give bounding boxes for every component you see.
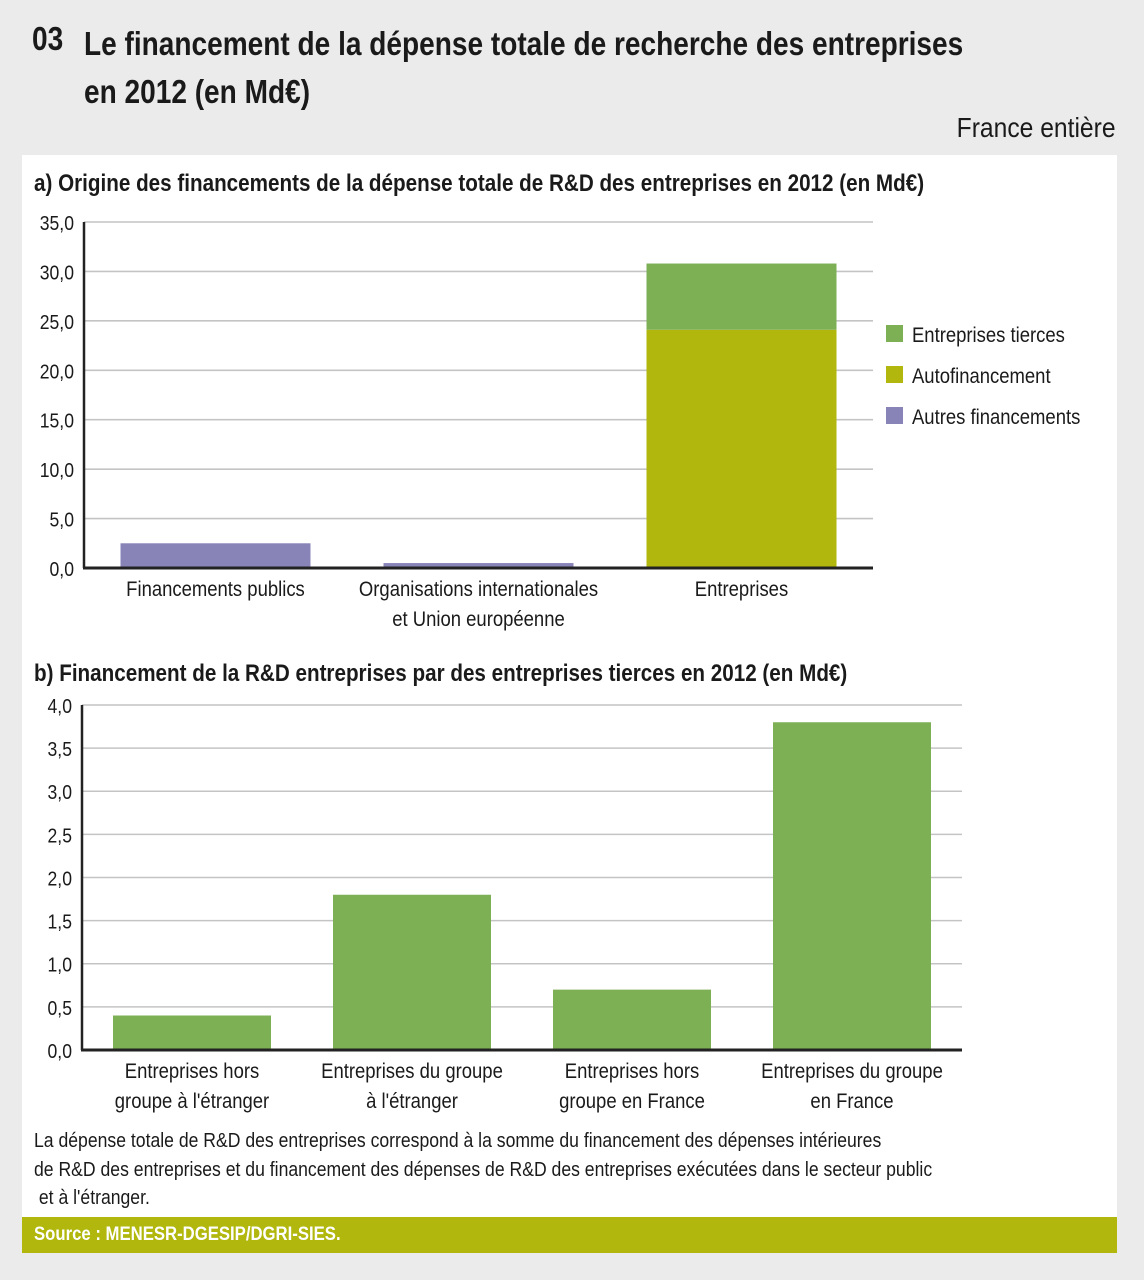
y-tick-label: 3,5 xyxy=(48,738,72,760)
legend-swatch xyxy=(886,325,903,342)
bar-autres-financements xyxy=(120,543,311,568)
bar xyxy=(113,1015,271,1050)
legend-swatch xyxy=(886,366,903,383)
x-category-label: Entreprises du groupe xyxy=(761,1060,943,1083)
x-category-label: Entreprises hors xyxy=(125,1060,260,1083)
y-tick-label: 5,0 xyxy=(50,509,74,531)
figure-title-line-1: Le financement de la dépense totale de r… xyxy=(84,25,964,62)
legend-label: Autres financements xyxy=(912,406,1080,429)
figure-number: 03 xyxy=(32,20,64,57)
y-tick-label: 2,5 xyxy=(48,824,72,846)
y-tick-label: 10,0 xyxy=(40,459,74,481)
x-category-label: Financements publics xyxy=(126,578,305,601)
y-tick-label: 15,0 xyxy=(40,410,74,432)
x-category-label: groupe en France xyxy=(559,1090,705,1113)
legend-swatch xyxy=(886,407,903,424)
x-category-label: en France xyxy=(810,1090,893,1113)
y-tick-label: 4,0 xyxy=(48,695,72,717)
chart-a: 0,0 5,0 10,0 15,0 20,0 25,0 30,0 35,0 Financemen… xyxy=(40,212,1081,631)
figure-title-line-2: en 2012 (en Md€) xyxy=(84,73,311,110)
bar xyxy=(553,989,711,1050)
chart-b: 0,0 0,5 1,0 1,5 2,0 2,5 3,0 3,5 4,0 Entreprises h… xyxy=(48,695,962,1113)
x-category-label: et Union européenne xyxy=(392,608,565,631)
x-category-label: groupe à l'étranger xyxy=(115,1090,270,1113)
geographic-scope: France entière xyxy=(957,112,1116,143)
legend-label: Autofinancement xyxy=(912,365,1051,388)
y-tick-label: 0,0 xyxy=(48,1040,72,1062)
x-category-label: à l'étranger xyxy=(366,1090,458,1113)
y-tick-label: 20,0 xyxy=(40,360,74,382)
y-tick-label: 1,5 xyxy=(48,911,72,933)
chart-b-title: b) Financement de la R&D entreprises par… xyxy=(34,660,848,687)
source-bar: Source : MENESR-DGESIP/DGRI-SIES. xyxy=(22,1217,1117,1253)
x-category-label: Organisations internationales xyxy=(359,578,598,601)
figure-title: Le financement de la dépense totale de r… xyxy=(84,20,963,116)
y-tick-label: 0,5 xyxy=(48,997,72,1019)
chart-a-title: a) Origine des financements de la dépens… xyxy=(34,170,925,197)
x-category-label: Entreprises du groupe xyxy=(321,1060,503,1083)
bar-entreprises-tierces xyxy=(646,263,837,330)
y-tick-label: 35,0 xyxy=(40,212,74,234)
bar xyxy=(773,722,931,1050)
y-tick-label: 0,0 xyxy=(50,558,74,580)
footnote: La dépense totale de R&D des entreprises… xyxy=(34,1130,933,1209)
bar xyxy=(333,894,491,1050)
x-category-label: Entreprises hors xyxy=(565,1060,700,1083)
source-text: Source : MENESR-DGESIP/DGRI-SIES. xyxy=(34,1224,341,1245)
y-tick-label: 2,0 xyxy=(48,867,72,889)
bar-autres-financements xyxy=(383,563,574,568)
legend-label: Entreprises tierces xyxy=(912,324,1065,347)
y-tick-label: 1,0 xyxy=(48,954,72,976)
y-tick-label: 3,0 xyxy=(48,781,72,803)
x-category-label: Entreprises xyxy=(695,578,789,601)
y-tick-label: 25,0 xyxy=(40,311,74,333)
y-tick-label: 30,0 xyxy=(40,261,74,283)
bar-autofinancement xyxy=(646,329,837,568)
